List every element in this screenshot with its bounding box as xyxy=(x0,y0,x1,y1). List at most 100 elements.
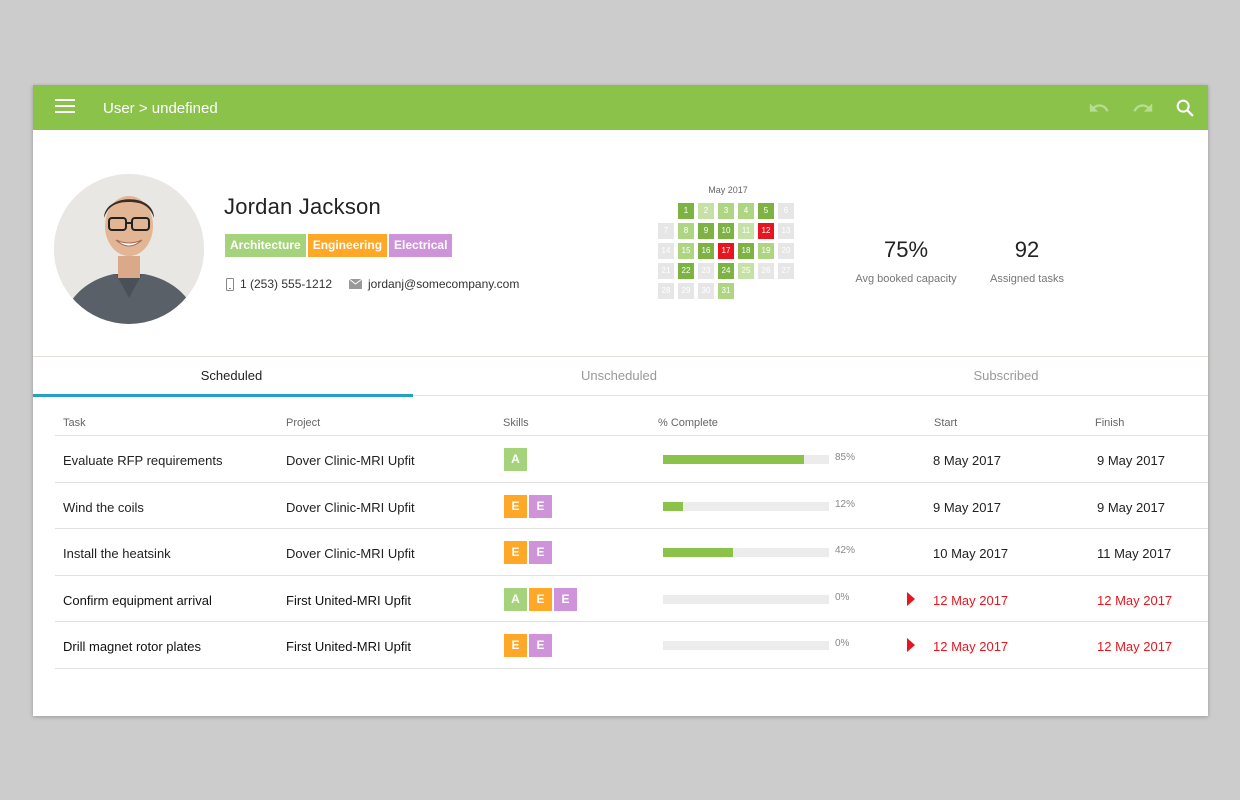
skill-badge: E xyxy=(504,634,527,657)
calendar-day[interactable]: 31 xyxy=(718,283,734,299)
column-header-project[interactable]: Project xyxy=(286,417,321,429)
calendar-day[interactable]: 23 xyxy=(698,263,714,279)
calendar-day[interactable]: 15 xyxy=(678,243,694,259)
calendar-day[interactable]: 20 xyxy=(778,243,794,259)
calendar-day[interactable]: 2 xyxy=(698,203,714,219)
active-tab-indicator xyxy=(33,394,413,397)
progress-fill xyxy=(663,455,805,464)
column-header-start[interactable]: Start xyxy=(934,417,958,429)
calendar-day[interactable]: 1 xyxy=(678,203,694,219)
calendar-day[interactable]: 26 xyxy=(758,263,774,279)
column-header-task[interactable]: Task xyxy=(63,417,86,429)
calendar-day[interactable]: 30 xyxy=(698,283,714,299)
column-header-complete[interactable]: % Complete xyxy=(658,417,718,429)
table-row[interactable]: Install the heatsink Dover Clinic-MRI Upf… xyxy=(55,529,1208,576)
calendar-day[interactable]: 7 xyxy=(658,223,674,239)
late-flag-icon xyxy=(907,591,915,606)
skill-badge: E xyxy=(504,494,527,518)
tab-scheduled[interactable]: Scheduled xyxy=(200,368,263,383)
column-header-finish[interactable]: Finish xyxy=(1095,417,1125,429)
calendar-day[interactable]: 11 xyxy=(738,223,754,239)
skill-badge: E xyxy=(504,541,527,564)
menu-icon[interactable] xyxy=(55,99,75,115)
user-skills: Architecture Engineering Electrical xyxy=(225,234,453,257)
table-row[interactable]: Confirm equipment arrival First United-MR… xyxy=(55,576,1208,622)
calendar-title: May 2017 xyxy=(708,185,748,195)
user-name: Jordan Jackson xyxy=(224,194,381,219)
calendar-day[interactable]: 16 xyxy=(698,243,714,259)
calendar-day[interactable]: 5 xyxy=(758,203,774,219)
redo-icon[interactable] xyxy=(1132,97,1154,119)
calendar-day[interactable]: 22 xyxy=(678,263,694,279)
progress-bar xyxy=(663,501,829,511)
table-header: Task Project Skills % Complete Start Fin… xyxy=(55,406,1208,436)
calendar-day[interactable]: 10 xyxy=(718,223,734,239)
calendar-day[interactable]: 6 xyxy=(778,203,794,219)
skill-chip-engineering: Engineering xyxy=(307,234,388,257)
search-icon[interactable] xyxy=(1174,97,1196,119)
stat-booked-capacity: 75% Avg booked capacity xyxy=(841,237,971,285)
table-row[interactable]: Wind the coils Dover Clinic-MRI Upfit E E 12… xyxy=(55,483,1208,529)
email-address[interactable]: jordanj@somecompany.com xyxy=(368,277,520,291)
finish-date: 11 May 2017 xyxy=(1097,546,1172,561)
project-name[interactable]: Dover Clinic-MRI Upfit xyxy=(286,546,415,561)
undo-icon[interactable] xyxy=(1088,97,1110,119)
calendar-day[interactable]: 9 xyxy=(698,223,714,239)
column-header-skills[interactable]: Skills xyxy=(503,417,529,429)
calendar-day[interactable]: 28 xyxy=(658,283,674,299)
calendar-day[interactable]: 27 xyxy=(778,263,794,279)
calendar-blank xyxy=(658,203,674,219)
progress-bar xyxy=(663,641,829,650)
calendar-grid: 1 2 3 4 5 6 7 8 9 10 11 12 13 14 15 16 17 18 19 20 21 22 23 24 2… xyxy=(658,203,798,299)
phone-icon xyxy=(226,277,234,291)
tab-unscheduled[interactable]: Unscheduled xyxy=(581,368,657,383)
calendar-day[interactable]: 24 xyxy=(718,263,734,279)
task-name[interactable]: Evaluate RFP requirements xyxy=(63,453,223,468)
table-row[interactable]: Evaluate RFP requirements Dover Clinic-MR… xyxy=(55,436,1208,483)
calendar-day[interactable]: 25 xyxy=(738,263,754,279)
progress-bar xyxy=(663,594,829,604)
calendar-day[interactable]: 14 xyxy=(658,243,674,259)
calendar-day[interactable]: 8 xyxy=(678,223,694,239)
skill-chip-electrical: Electrical xyxy=(389,234,453,257)
tab-bar: Scheduled Unscheduled Subscribed xyxy=(33,356,1208,397)
email-contact: jordanj@somecompany.com xyxy=(349,277,519,291)
calendar-day[interactable]: 12 xyxy=(758,223,774,239)
calendar-day[interactable]: 3 xyxy=(718,203,734,219)
tab-subscribed[interactable]: Subscribed xyxy=(973,368,1039,383)
calendar-day[interactable]: 19 xyxy=(758,243,774,259)
start-date: 12 May 2017 xyxy=(933,639,1009,654)
calendar-day[interactable]: 18 xyxy=(738,243,754,259)
progress-label: 12% xyxy=(835,498,856,510)
app-window: User > undefined Jordan xyxy=(33,85,1208,716)
project-name[interactable]: Dover Clinic-MRI Upfit xyxy=(286,453,415,468)
breadcrumb[interactable]: User > undefined xyxy=(103,100,218,117)
start-date: 10 May 2017 xyxy=(933,546,1009,561)
project-name[interactable]: Dover Clinic-MRI Upfit xyxy=(286,499,415,515)
project-name[interactable]: First United-MRI Upfit xyxy=(286,592,411,608)
finish-date: 9 May 2017 xyxy=(1097,453,1165,468)
table-row[interactable]: Drill magnet rotor plates First United-MR… xyxy=(55,622,1208,669)
task-name[interactable]: Install the heatsink xyxy=(63,546,171,561)
progress-label: 0% xyxy=(835,638,850,649)
task-name[interactable]: Confirm equipment arrival xyxy=(63,592,212,608)
calendar-day[interactable]: 29 xyxy=(678,283,694,299)
task-name[interactable]: Drill magnet rotor plates xyxy=(63,639,201,654)
progress-label: 0% xyxy=(835,591,850,603)
calendar-day[interactable]: 13 xyxy=(778,223,794,239)
calendar-day[interactable]: 4 xyxy=(738,203,754,219)
calendar-day[interactable]: 17 xyxy=(718,243,734,259)
phone-number[interactable]: 1 (253) 555-1212 xyxy=(240,277,333,291)
project-name[interactable]: First United-MRI Upfit xyxy=(286,639,411,654)
stat-value: 75% xyxy=(883,237,929,262)
email-icon xyxy=(349,279,362,289)
skill-badge: E xyxy=(554,587,577,611)
task-name[interactable]: Wind the coils xyxy=(63,499,144,515)
start-date: 12 May 2017 xyxy=(933,592,1009,608)
stat-value: 92 xyxy=(1014,237,1040,262)
calendar-day[interactable]: 21 xyxy=(658,263,674,279)
availability-calendar: May 2017 1 2 3 4 5 6 7 8 9 10 11 12 13 14 15 16 17 18 19 20… xyxy=(658,185,798,299)
